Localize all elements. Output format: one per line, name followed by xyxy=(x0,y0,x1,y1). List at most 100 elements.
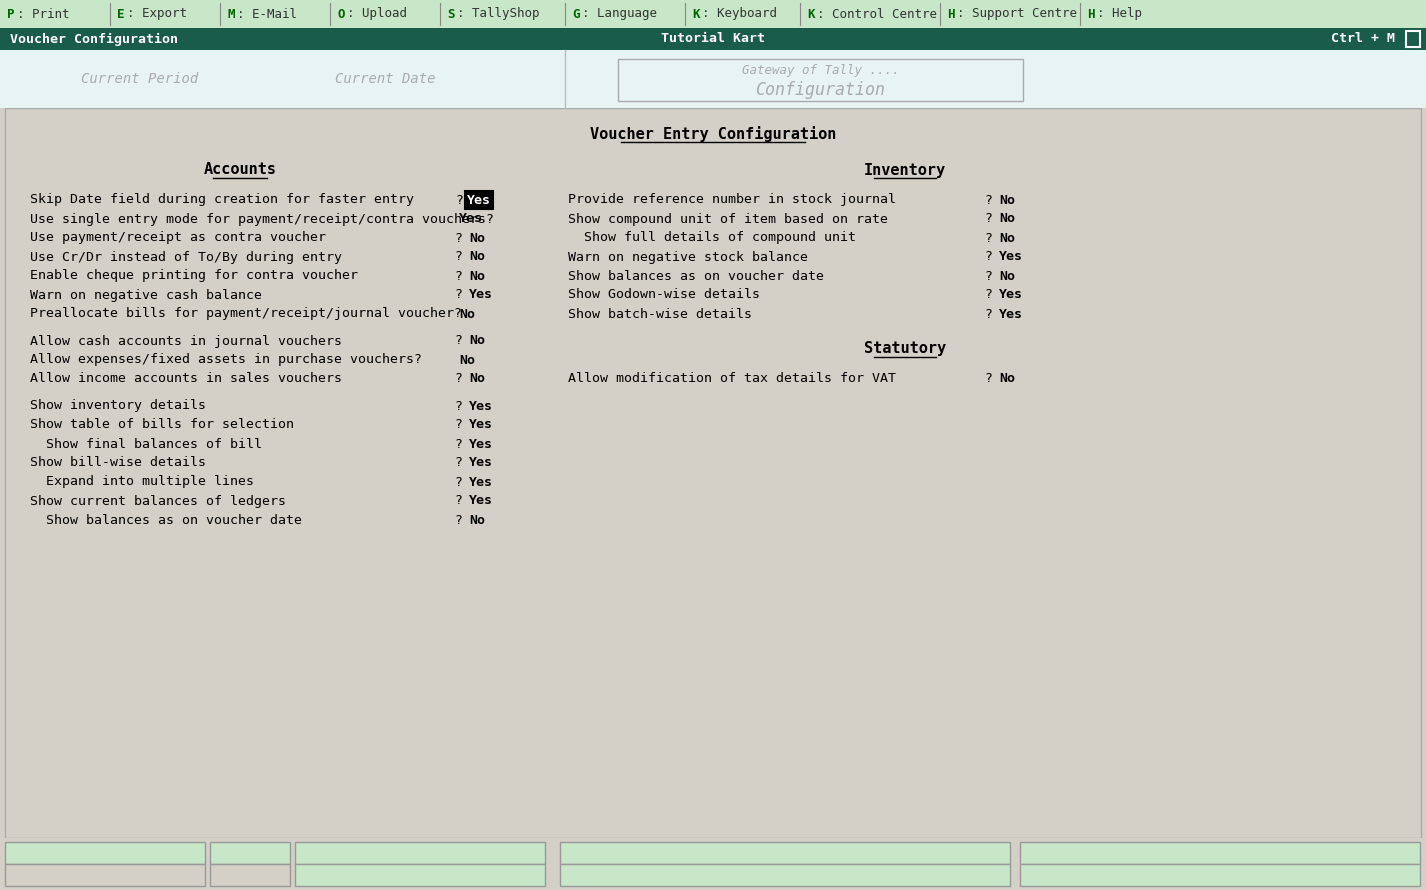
Text: O: O xyxy=(337,7,345,20)
Text: Yes: Yes xyxy=(1000,308,1022,320)
Text: No: No xyxy=(1000,270,1015,282)
Text: Show current balances of ledgers: Show current balances of ledgers xyxy=(30,495,287,507)
Text: Enable cheque printing for contra voucher: Enable cheque printing for contra vouche… xyxy=(30,270,358,282)
Text: Current Date: Current Date xyxy=(335,72,435,86)
Text: Show balances as on voucher date: Show balances as on voucher date xyxy=(30,514,302,527)
Text: ?: ? xyxy=(455,514,471,527)
Text: G: G xyxy=(572,7,579,20)
Text: Allow modification of tax details for VAT: Allow modification of tax details for VA… xyxy=(568,373,896,385)
FancyBboxPatch shape xyxy=(560,842,1010,864)
Text: Expand into multiple lines: Expand into multiple lines xyxy=(30,475,254,489)
FancyBboxPatch shape xyxy=(1020,842,1420,864)
Text: No: No xyxy=(459,353,475,367)
Text: Warn on negative cash balance: Warn on negative cash balance xyxy=(30,288,262,302)
FancyBboxPatch shape xyxy=(295,842,545,864)
Text: ?: ? xyxy=(985,373,1001,385)
Text: No: No xyxy=(469,270,485,282)
Text: ?: ? xyxy=(985,231,1001,245)
Text: Yes: Yes xyxy=(469,438,493,450)
Text: Allow expenses/fixed assets in purchase vouchers?: Allow expenses/fixed assets in purchase … xyxy=(30,353,422,367)
Text: Statutory: Statutory xyxy=(864,342,945,357)
Text: E: E xyxy=(117,7,124,20)
Text: K: K xyxy=(807,7,814,20)
Text: Configuration: Configuration xyxy=(756,81,886,99)
Text: : Export: : Export xyxy=(127,7,187,20)
Text: No: No xyxy=(1000,193,1015,206)
Text: Yes: Yes xyxy=(1000,288,1022,302)
Text: Show bill-wise details: Show bill-wise details xyxy=(30,457,205,470)
Text: No: No xyxy=(1000,231,1015,245)
Text: ?: ? xyxy=(455,250,471,263)
Text: Voucher Configuration: Voucher Configuration xyxy=(10,32,178,45)
Text: ?: ? xyxy=(455,373,471,385)
Text: Show Godown-wise details: Show Godown-wise details xyxy=(568,288,760,302)
Text: Provide reference number in stock journal: Provide reference number in stock journa… xyxy=(568,193,896,206)
Text: Allow income accounts in sales vouchers: Allow income accounts in sales vouchers xyxy=(30,373,342,385)
Text: ?: ? xyxy=(985,270,1001,282)
Text: Show full details of compound unit: Show full details of compound unit xyxy=(568,231,856,245)
Text: : Language: : Language xyxy=(582,7,657,20)
Text: ?: ? xyxy=(985,193,1001,206)
FancyBboxPatch shape xyxy=(295,864,545,886)
Text: : Control Centre: : Control Centre xyxy=(817,7,937,20)
Text: Show balances as on voucher date: Show balances as on voucher date xyxy=(568,270,824,282)
Text: Use payment/receipt as contra voucher: Use payment/receipt as contra voucher xyxy=(30,231,327,245)
FancyBboxPatch shape xyxy=(560,864,1010,886)
Text: Warn on negative stock balance: Warn on negative stock balance xyxy=(568,250,809,263)
Text: No: No xyxy=(1000,373,1015,385)
FancyBboxPatch shape xyxy=(617,59,1022,101)
Text: : E-Mail: : E-Mail xyxy=(237,7,297,20)
Text: Show batch-wise details: Show batch-wise details xyxy=(568,308,752,320)
FancyBboxPatch shape xyxy=(6,842,205,864)
Text: S: S xyxy=(446,7,455,20)
Text: ?: ? xyxy=(455,495,471,507)
Text: No: No xyxy=(1000,213,1015,225)
Text: Show inventory details: Show inventory details xyxy=(30,400,205,412)
FancyBboxPatch shape xyxy=(210,864,289,886)
Text: ?: ? xyxy=(985,213,1001,225)
Text: Yes: Yes xyxy=(469,400,493,412)
Text: : TallyShop: : TallyShop xyxy=(456,7,539,20)
Text: Tutorial Kart: Tutorial Kart xyxy=(662,33,764,45)
Text: : Keyboard: : Keyboard xyxy=(702,7,777,20)
Text: Current Period: Current Period xyxy=(81,72,198,86)
FancyBboxPatch shape xyxy=(0,838,1426,890)
FancyBboxPatch shape xyxy=(1406,31,1420,47)
Text: Voucher Entry Configuration: Voucher Entry Configuration xyxy=(590,126,836,142)
FancyBboxPatch shape xyxy=(0,0,1426,28)
Text: ?: ? xyxy=(985,288,1001,302)
Text: Skip Date field during creation for faster entry: Skip Date field during creation for fast… xyxy=(30,193,414,206)
Text: ?: ? xyxy=(455,475,471,489)
FancyBboxPatch shape xyxy=(0,50,1426,108)
Text: H: H xyxy=(947,7,954,20)
Text: Yes: Yes xyxy=(1000,250,1022,263)
Text: Show compound unit of item based on rate: Show compound unit of item based on rate xyxy=(568,213,888,225)
Text: No: No xyxy=(469,250,485,263)
Text: Yes: Yes xyxy=(469,457,493,470)
FancyBboxPatch shape xyxy=(465,191,493,209)
Text: ?: ? xyxy=(455,400,471,412)
Text: ?: ? xyxy=(455,193,463,206)
Text: Preallocate bills for payment/receipt/journal voucher?: Preallocate bills for payment/receipt/jo… xyxy=(30,308,462,320)
Text: No: No xyxy=(469,514,485,527)
Text: M: M xyxy=(227,7,234,20)
Text: Ctrl + M: Ctrl + M xyxy=(1330,33,1395,45)
Text: ?: ? xyxy=(455,270,471,282)
Text: Allow cash accounts in journal vouchers: Allow cash accounts in journal vouchers xyxy=(30,335,342,347)
Text: : Help: : Help xyxy=(1097,7,1142,20)
Text: Yes: Yes xyxy=(466,193,491,206)
FancyBboxPatch shape xyxy=(6,864,205,886)
Text: : Print: : Print xyxy=(17,7,70,20)
Text: Yes: Yes xyxy=(469,288,493,302)
FancyBboxPatch shape xyxy=(210,842,289,864)
Text: No: No xyxy=(459,308,475,320)
Text: Gateway of Tally ....: Gateway of Tally .... xyxy=(742,64,900,77)
Text: Use Cr/Dr instead of To/By during entry: Use Cr/Dr instead of To/By during entry xyxy=(30,250,342,263)
Text: H: H xyxy=(1087,7,1095,20)
Text: Yes: Yes xyxy=(469,475,493,489)
Text: : Upload: : Upload xyxy=(347,7,406,20)
Text: K: K xyxy=(692,7,700,20)
Text: ?: ? xyxy=(455,457,471,470)
Text: Accounts: Accounts xyxy=(204,163,277,177)
Text: ?: ? xyxy=(985,250,1001,263)
